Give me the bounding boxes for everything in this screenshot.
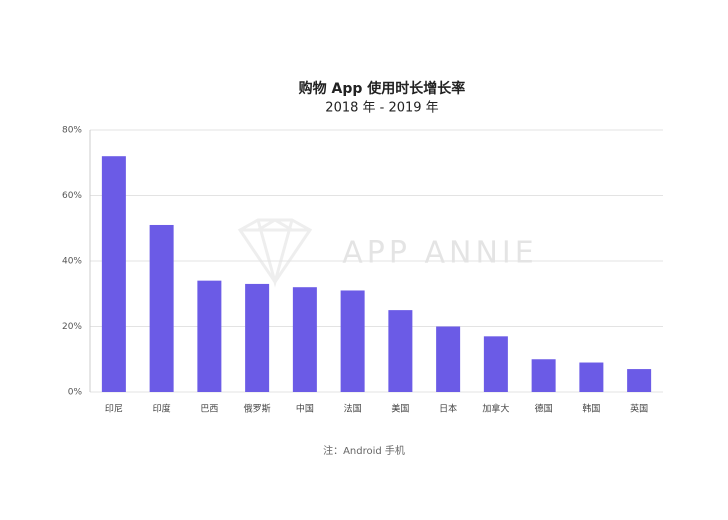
bar: [340, 290, 365, 392]
y-tick-label: 80%: [62, 126, 82, 136]
y-tick-label: 20%: [62, 322, 82, 332]
bar: [245, 283, 270, 392]
bar: [627, 369, 652, 392]
x-tick-label: 法国: [344, 403, 362, 415]
y-tick-label: 60%: [62, 191, 82, 201]
x-tick-label: 美国: [391, 403, 409, 415]
chart-title: 购物 App 使用时长增长率: [299, 80, 466, 97]
bar: [531, 359, 556, 392]
bar: [101, 156, 126, 392]
y-tick-label: 40%: [62, 257, 82, 267]
note: 注：Android 手机: [323, 444, 405, 457]
x-tick-label: 俄罗斯: [244, 403, 271, 415]
y-tick-label: 0%: [68, 388, 83, 398]
bar: [483, 336, 508, 392]
x-tick-label: 印度: [153, 403, 171, 415]
bar: [388, 310, 413, 392]
chart-subtitle: 2018 年 - 2019 年: [325, 101, 438, 116]
bar: [292, 287, 317, 392]
watermark-icon: [237, 218, 313, 288]
x-tick-label: 巴西: [200, 404, 218, 415]
x-tick-label: 日本: [439, 403, 457, 415]
bar: [149, 224, 174, 392]
bar: [579, 362, 604, 392]
bar: [197, 280, 222, 392]
bar: [436, 326, 461, 392]
x-tick-label: 英国: [630, 403, 648, 415]
x-tick-label: 德国: [535, 403, 553, 415]
watermark: APP ANNIE: [342, 236, 537, 271]
x-tick-label: 中国: [296, 403, 314, 415]
x-tick-label: 加拿大: [482, 403, 509, 415]
x-tick-label: 印尼: [105, 403, 123, 415]
x-tick-label: 韩国: [582, 403, 600, 415]
